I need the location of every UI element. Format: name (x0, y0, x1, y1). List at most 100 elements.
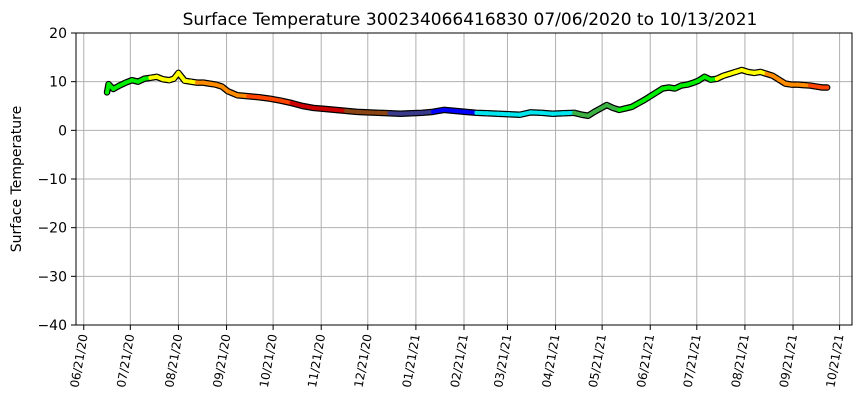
data-point (642, 98, 647, 103)
data-point (610, 105, 615, 110)
data-point (507, 112, 512, 117)
data-point (770, 73, 775, 78)
data-point (623, 106, 628, 111)
data-point (142, 76, 147, 81)
data-point (376, 110, 381, 115)
data-point (154, 74, 159, 79)
data-point (430, 109, 435, 114)
x-tick-label: 09/21/21 (777, 333, 800, 389)
data-point (463, 109, 468, 114)
data-point (123, 80, 128, 85)
x-tick-label: 06/21/20 (68, 333, 91, 389)
data-point (420, 110, 425, 115)
x-tick-label: 12/21/20 (352, 333, 375, 389)
y-tick-label: −30 (37, 269, 67, 285)
data-point (289, 101, 294, 106)
data-point (789, 82, 794, 87)
data-point (136, 79, 141, 84)
data-point (801, 83, 806, 88)
data-point (820, 85, 825, 90)
chart-title: Surface Temperature 300234066416830 07/0… (183, 10, 758, 30)
data-point (167, 78, 172, 83)
data-point (539, 110, 544, 115)
data-point (673, 86, 678, 91)
data-point (117, 83, 122, 88)
data-point (226, 89, 231, 94)
data-point (441, 107, 446, 112)
temperature-series (103, 66, 831, 119)
data-point (311, 105, 316, 110)
data-point (795, 82, 800, 87)
x-tick-label: 10/21/20 (257, 333, 280, 389)
data-point (213, 82, 218, 87)
data-point (708, 77, 713, 82)
data-point (528, 110, 533, 115)
data-point (579, 112, 584, 117)
x-tick-label: 02/21/21 (448, 333, 471, 389)
data-point (278, 98, 283, 103)
data-point (111, 86, 116, 91)
data-point (398, 111, 403, 116)
data-point (322, 106, 327, 111)
data-point (496, 111, 501, 116)
data-point (365, 110, 370, 115)
data-point (598, 106, 603, 111)
data-point (561, 111, 566, 116)
y-tick-label: −10 (37, 172, 67, 188)
data-point (207, 81, 212, 86)
data-point (219, 84, 224, 89)
data-point (739, 67, 744, 72)
data-point (660, 86, 665, 91)
data-point (148, 75, 153, 80)
x-tick-label: 03/21/21 (491, 333, 514, 389)
x-tick-label: 01/21/21 (400, 333, 423, 389)
data-point (171, 76, 176, 81)
data-point (182, 78, 187, 83)
data-point (201, 80, 206, 85)
data-point (746, 69, 751, 74)
data-point (783, 81, 788, 86)
data-point (268, 96, 272, 101)
y-axis-label: Surface Temperature (9, 106, 25, 252)
data-point (160, 77, 165, 82)
data-point (485, 111, 490, 116)
data-point (195, 80, 200, 85)
data-point (235, 93, 240, 98)
y-tick-label: 0 (58, 123, 67, 139)
x-tick-label: 08/21/21 (729, 333, 752, 389)
data-point (702, 74, 707, 79)
data-point (105, 90, 110, 95)
data-point (517, 112, 522, 117)
grid-lines (76, 32, 852, 326)
x-tick-label: 06/21/21 (634, 333, 657, 389)
data-point (586, 113, 591, 118)
data-point (572, 110, 577, 115)
y-tick-label: 20 (49, 26, 67, 42)
data-point (188, 79, 193, 84)
data-point (550, 111, 555, 116)
y-tick-label: −20 (37, 221, 67, 237)
data-point (654, 90, 659, 95)
data-point (696, 78, 701, 83)
data-point (777, 77, 782, 82)
data-point (333, 107, 338, 112)
data-point (257, 95, 262, 100)
x-tick-label: 05/21/21 (586, 333, 609, 389)
data-point (354, 109, 359, 114)
data-point (685, 82, 690, 87)
y-axis: −40 −30 −20 −10 0 10 20 (37, 26, 76, 334)
data-point (452, 108, 457, 113)
data-point (648, 94, 653, 99)
x-axis: 06/21/20 07/21/20 08/21/20 09/21/20 10/21/20… (68, 325, 847, 389)
data-point (691, 80, 696, 85)
data-point (727, 71, 732, 76)
data-point (409, 111, 414, 116)
data-point (592, 109, 597, 114)
data-point (387, 111, 392, 116)
data-point (666, 85, 671, 90)
data-point (474, 110, 479, 115)
data-point (752, 70, 757, 75)
x-tick-label: 04/21/21 (539, 333, 562, 389)
x-tick-label: 08/21/20 (162, 333, 185, 389)
